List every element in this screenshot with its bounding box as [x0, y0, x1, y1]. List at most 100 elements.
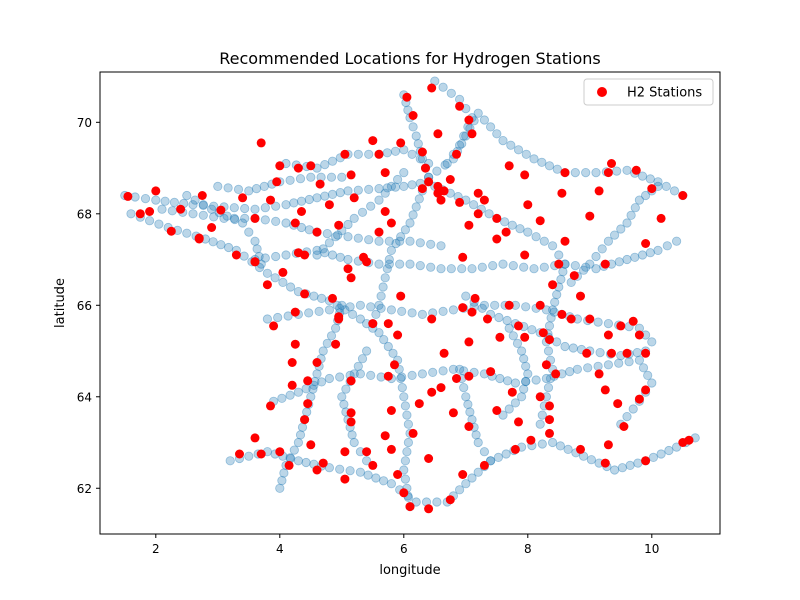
road-point	[293, 437, 303, 448]
road-point	[664, 445, 674, 456]
h2-station-point	[238, 193, 248, 203]
h2-station-point	[455, 101, 465, 111]
h2-station-point	[328, 293, 337, 303]
road-point	[295, 430, 306, 440]
road-point	[504, 323, 514, 333]
road-point	[285, 175, 295, 185]
road-point	[508, 260, 518, 271]
h2-station-point	[343, 264, 353, 274]
road-point	[402, 410, 412, 420]
h2-station-point	[290, 218, 300, 228]
road-point	[633, 458, 643, 468]
road-point	[669, 186, 680, 196]
road-point	[383, 341, 393, 352]
h2-station-point	[303, 376, 313, 386]
h2-station-point	[600, 458, 610, 468]
h2-station-point	[452, 374, 461, 383]
road-point	[223, 183, 233, 193]
h2-station-point	[433, 129, 443, 139]
road-point	[244, 451, 254, 461]
h2-station-point	[557, 188, 567, 198]
h2-station-point	[641, 348, 651, 358]
h2-station-point	[287, 380, 297, 390]
road-point	[463, 399, 473, 409]
road-point	[382, 148, 392, 158]
road-point	[490, 300, 500, 310]
h2-station-point	[634, 394, 644, 404]
road-point	[473, 467, 483, 477]
road-point	[169, 197, 179, 207]
h2-station-point	[383, 371, 393, 381]
h2-station-point	[396, 138, 406, 148]
road-point	[457, 264, 467, 274]
h2-station-point	[520, 250, 530, 260]
road-point	[578, 265, 589, 275]
road-point	[251, 184, 262, 194]
h2-station-point	[334, 220, 344, 230]
road-point	[320, 248, 330, 258]
h2-station-point	[374, 227, 384, 237]
road-point	[484, 209, 494, 219]
road-point	[371, 473, 381, 483]
road-point	[477, 262, 487, 272]
road-point	[304, 225, 314, 235]
road-point	[512, 338, 523, 348]
road-point	[343, 186, 353, 196]
h2-station-point	[467, 129, 477, 139]
road-point	[454, 485, 465, 495]
road-point	[403, 105, 413, 115]
h2-station-point	[145, 207, 155, 216]
road-point	[399, 465, 409, 475]
h2-station-point	[399, 488, 409, 498]
road-point	[390, 146, 401, 156]
road-point	[467, 264, 477, 274]
road-point	[465, 407, 475, 417]
legend-marker-h2-stations	[597, 87, 607, 97]
h2-station-point	[634, 330, 644, 340]
h2-station-point	[346, 273, 356, 283]
road-point	[510, 398, 521, 408]
road-point	[570, 168, 580, 178]
h2-station-point	[458, 252, 468, 262]
h2-station-point	[569, 271, 579, 281]
road-point	[396, 373, 406, 384]
road-point	[151, 195, 161, 205]
road-point	[308, 384, 318, 394]
road-point	[448, 305, 458, 315]
h2-station-point	[135, 209, 145, 219]
road-point	[645, 174, 655, 184]
road-point	[384, 254, 394, 265]
road-point	[395, 236, 405, 246]
road-point	[285, 390, 295, 400]
h2-station-point	[380, 168, 390, 178]
h2-station-point	[473, 209, 483, 219]
road-point	[523, 227, 533, 237]
road-point	[376, 303, 386, 313]
road-point	[544, 161, 555, 171]
h2-station-point	[647, 184, 657, 194]
road-point	[364, 184, 374, 194]
road-point	[547, 241, 558, 251]
h2-station-point	[541, 360, 551, 370]
h2-station-point	[334, 312, 344, 322]
road-point	[622, 254, 632, 265]
x-axis-label: longitude	[379, 563, 440, 578]
road-point	[337, 172, 347, 182]
h2-station-point	[436, 195, 446, 205]
h2-station-point	[576, 291, 585, 301]
h2-station-point	[315, 179, 325, 189]
h2-station-point	[266, 401, 275, 411]
road-point	[275, 483, 285, 493]
road-point	[508, 331, 518, 341]
x-tick-label: 6	[400, 542, 408, 556]
road-point	[281, 218, 291, 228]
road-point	[366, 201, 376, 211]
road-point	[293, 456, 303, 466]
road-point	[219, 213, 229, 223]
road-point	[154, 219, 164, 229]
h2-station-point	[297, 207, 306, 216]
road-point	[238, 218, 248, 228]
road-point	[432, 497, 442, 507]
road-point	[498, 136, 508, 146]
